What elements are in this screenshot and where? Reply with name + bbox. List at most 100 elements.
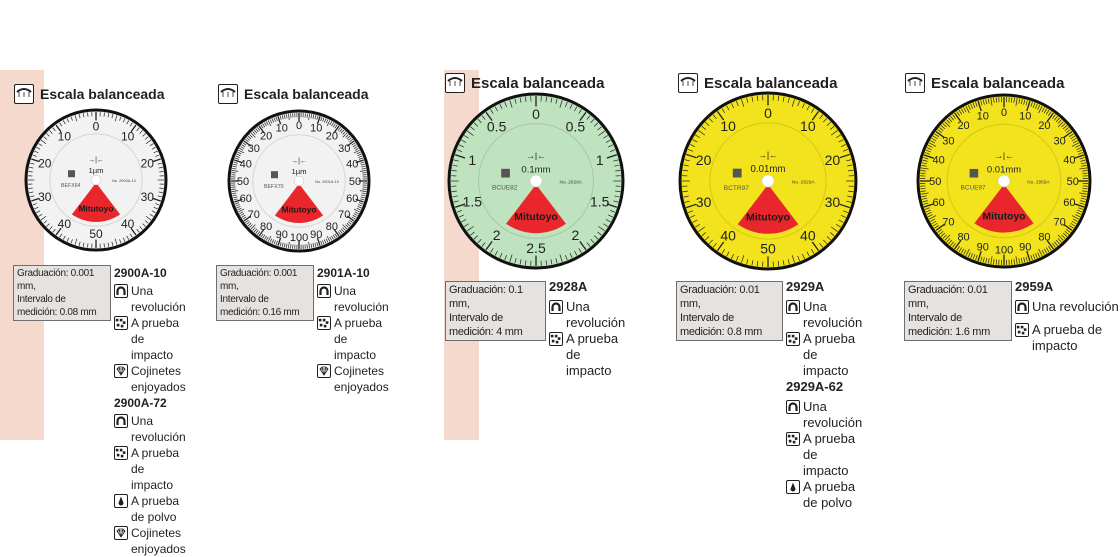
model-number: 2900A-10 bbox=[114, 265, 186, 281]
feature-item: A prueba de impacto bbox=[786, 431, 862, 479]
feature-item: Una revolución bbox=[1015, 299, 1119, 322]
spec-graduation: Graduación: 0.1 mm, bbox=[449, 283, 542, 311]
dial-label: 2 bbox=[493, 227, 501, 243]
feature-label: A prueba de impacto bbox=[566, 331, 625, 379]
qr-code bbox=[271, 171, 278, 178]
dial-label: 10 bbox=[1019, 110, 1031, 122]
one-revolution-icon bbox=[1015, 300, 1029, 314]
dial-label: 30 bbox=[248, 143, 260, 155]
feature-label: A prueba de impacto bbox=[131, 445, 186, 493]
qr-code bbox=[733, 169, 742, 178]
dial-face: 00.511.522.50.511.52Mitutoyo→|←0.1mmBCUE… bbox=[445, 90, 627, 272]
feature-label: A prueba de impacto bbox=[131, 315, 186, 363]
spindle-hole bbox=[530, 175, 542, 187]
qr-code bbox=[501, 169, 510, 178]
spec-range: Intervalo de medición: 1.6 mm bbox=[908, 311, 1008, 339]
dial-unit: 0.01mm bbox=[987, 164, 1021, 175]
scale-header: Escala balanceada bbox=[218, 84, 369, 104]
feature-label: A prueba de impacto bbox=[1032, 322, 1102, 354]
dial-model-no: No. 2929A bbox=[792, 180, 816, 186]
feature-item: A prueba de impacto bbox=[549, 331, 625, 379]
spec-range: Intervalo de medición: 4 mm bbox=[449, 311, 542, 339]
feature-label: Cojinetes enjoyados bbox=[131, 363, 186, 395]
dial-label: 2 bbox=[571, 227, 579, 243]
dial-unit: 0.1mm bbox=[521, 164, 550, 175]
qr-code bbox=[970, 169, 979, 178]
model-number: 2959A bbox=[1015, 279, 1119, 297]
feature-label: Una revolución bbox=[131, 413, 186, 445]
dial-label: 50 bbox=[89, 227, 103, 241]
balanced-scale-icon bbox=[218, 84, 238, 104]
brand-logo: Mitutoyo bbox=[282, 205, 317, 215]
dial-label: 90 bbox=[977, 241, 989, 253]
feature-item: A prueba de impacto bbox=[317, 315, 389, 363]
dial-label: 1 bbox=[468, 152, 476, 168]
feature-label: A prueba de polvo bbox=[803, 479, 862, 511]
scale-header-label: Escala balanceada bbox=[244, 86, 369, 102]
dial-unit: 0.01mm bbox=[751, 164, 786, 175]
model-number: 2929A-62 bbox=[786, 379, 862, 397]
shock-proof-icon bbox=[786, 432, 800, 446]
feature-item: Una revolución bbox=[786, 399, 862, 431]
spec-range: Intervalo de medición: 0.8 mm bbox=[680, 311, 779, 339]
shock-proof-icon bbox=[317, 316, 331, 330]
model-list: 2959A Una revolución A prueba de impacto bbox=[1015, 279, 1119, 354]
dial-serial: BCTR97 bbox=[724, 185, 750, 192]
feature-item: A prueba de impacto bbox=[786, 331, 862, 379]
spec-graduation: Graduación: 0.01 mm, bbox=[680, 283, 779, 311]
scale-header-label: Escala balanceada bbox=[931, 75, 1064, 92]
dust-proof-icon bbox=[786, 480, 800, 494]
dial-label: 0 bbox=[532, 106, 540, 122]
brand-logo: Mitutoyo bbox=[79, 204, 114, 214]
brand-logo: Mitutoyo bbox=[983, 212, 1026, 223]
dial-label: 60 bbox=[346, 193, 358, 205]
dial-label: 30 bbox=[942, 135, 954, 147]
dial-arrows: →|← bbox=[291, 158, 307, 165]
dial-label: 40 bbox=[800, 228, 816, 244]
scale-header: Escala balanceada bbox=[905, 73, 1064, 93]
dial-label: 20 bbox=[696, 152, 712, 168]
shock-proof-icon bbox=[549, 332, 563, 346]
dial-label: 10 bbox=[58, 130, 72, 144]
feature-item: A prueba de impacto bbox=[1015, 322, 1119, 354]
dial-arrows: →|← bbox=[526, 150, 546, 160]
model-number: 2901A-10 bbox=[317, 265, 389, 281]
dial-label: 80 bbox=[1038, 232, 1050, 244]
dial-label: 1.5 bbox=[463, 194, 483, 210]
dial-label: 60 bbox=[932, 197, 944, 209]
feature-item: Una revolución bbox=[114, 413, 186, 445]
dial-label: 0 bbox=[296, 120, 302, 132]
dial-arrows: →|← bbox=[758, 150, 778, 160]
feature-label: Una revolución bbox=[1032, 299, 1119, 315]
spec-graduation: Graduación: 0.01 mm, bbox=[908, 283, 1008, 311]
dial-label: 100 bbox=[995, 245, 1013, 257]
dial-label: 0 bbox=[93, 119, 100, 133]
dial-label: 50 bbox=[349, 176, 361, 188]
dial-arrows: →|← bbox=[88, 157, 104, 164]
dial-face: 0102030405010203040Mitutoyo→|←1µmBEFX64N… bbox=[22, 106, 170, 254]
dial-label: 10 bbox=[310, 123, 322, 135]
feature-item: A prueba de polvo bbox=[114, 493, 186, 525]
balanced-scale-icon bbox=[905, 73, 925, 93]
dial-label: 0.5 bbox=[487, 119, 507, 135]
dial-label: 0 bbox=[764, 105, 772, 121]
dial-label: 60 bbox=[1063, 197, 1075, 209]
dial-arrows: →|← bbox=[994, 151, 1013, 161]
dial-label: 90 bbox=[1019, 241, 1031, 253]
spec-box: Graduación: 0.01 mm,Intervalo de medició… bbox=[676, 281, 783, 341]
spindle-hole bbox=[91, 175, 101, 185]
dial-unit: 1µm bbox=[88, 166, 103, 175]
feature-label: Una revolución bbox=[566, 299, 625, 331]
dial-label: 40 bbox=[240, 159, 252, 171]
dial-label: 60 bbox=[240, 193, 252, 205]
spec-range: Intervalo de medición: 0.08 mm bbox=[17, 293, 107, 319]
feature-label: Una revolución bbox=[334, 283, 389, 315]
feature-item: A prueba de polvo bbox=[786, 479, 862, 511]
dial-label: 10 bbox=[121, 130, 135, 144]
dial-label: 10 bbox=[276, 123, 288, 135]
spindle-hole bbox=[294, 176, 304, 186]
feature-label: Cojinetes enjoyados bbox=[334, 363, 389, 395]
